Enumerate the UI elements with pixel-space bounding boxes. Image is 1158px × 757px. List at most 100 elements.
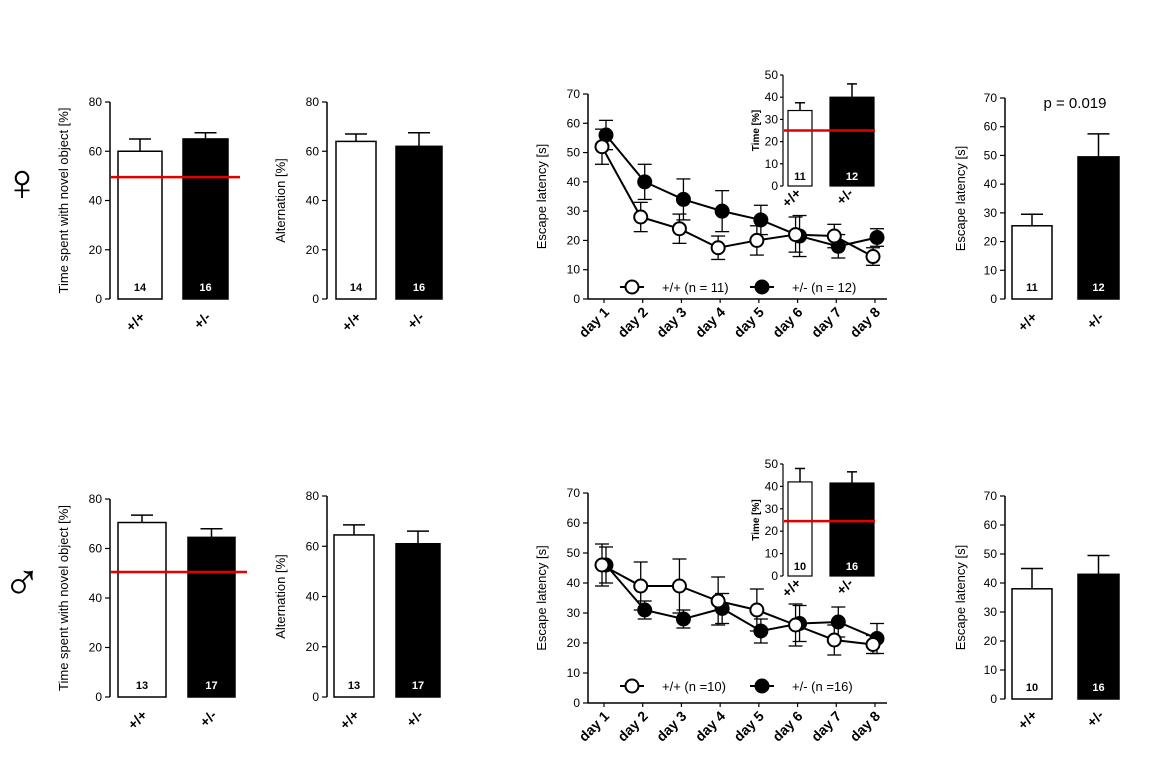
y-tick-label: 0	[990, 692, 997, 706]
y-tick-label: 30	[984, 206, 998, 220]
y-tick-label: 40	[765, 479, 779, 493]
bar-het	[1077, 156, 1120, 300]
n-label: 11	[794, 171, 806, 183]
category-label: +/-	[404, 309, 427, 332]
y-tick-label: 70	[984, 91, 998, 105]
data-point-wt	[826, 228, 842, 244]
bar-het	[395, 542, 441, 698]
inset-chart: 0 10 20 30 40 50 11 12 +/+ +/- Time [%]	[751, 68, 875, 210]
x-tick-label: day 1	[575, 708, 612, 745]
panel-H: 0 10 20 30 40 50 60 70 10 16 +/+ +/- Escape latency …	[953, 489, 1120, 732]
data-point-wt	[788, 227, 804, 243]
bar-wt	[117, 150, 163, 300]
n-label: 16	[846, 561, 858, 573]
bar-wt	[117, 521, 167, 698]
p-value-annotation: p = 0.019	[1044, 95, 1107, 112]
data-point-wt	[865, 637, 881, 652]
y-tick-label: 60	[567, 116, 581, 130]
y-tick-label: 50	[984, 148, 998, 162]
y-tick-label: 30	[567, 606, 581, 620]
category-label: +/-	[833, 185, 856, 208]
y-tick-label: 40	[306, 590, 320, 604]
y-tick-label: 10	[984, 663, 998, 677]
data-point-wt	[749, 602, 765, 618]
n-label: 14	[350, 282, 363, 294]
y-tick-label: 80	[89, 492, 103, 506]
female-symbol: ♀	[3, 154, 42, 212]
y-tick-label: 20	[984, 634, 998, 648]
y-tick-label: 30	[984, 605, 998, 619]
y-tick-label: 30	[567, 204, 581, 218]
category-label: +/+	[122, 309, 148, 335]
y-tick-label: 0	[990, 292, 997, 306]
y-tick-label: 20	[89, 243, 103, 257]
y-tick-label: 20	[765, 135, 779, 149]
data-point-het	[869, 230, 885, 245]
y-tick-label: 0	[771, 569, 778, 583]
n-label: 12	[846, 171, 858, 183]
data-point-wt	[710, 240, 726, 256]
y-tick-label: 20	[306, 243, 320, 257]
legend-marker	[754, 279, 770, 295]
inset-chart: 0 10 20 30 40 50 10 16 +/+ +/- Time [%]	[751, 457, 875, 600]
category-label: +/+	[778, 575, 804, 601]
y-tick-label: 20	[567, 233, 581, 247]
n-label: 16	[199, 282, 211, 294]
category-label: +/-	[403, 707, 426, 730]
panel-B: 0 20 40 60 80 13 17 +/+ +/- Time spent with novel…	[56, 492, 247, 732]
legend-label: +/+ (n = 11)	[662, 280, 729, 295]
bar-het	[829, 96, 875, 187]
y-tick-label: 40	[567, 175, 581, 189]
data-point-wt	[633, 209, 649, 225]
y-tick-label: 0	[312, 292, 319, 306]
bar-het	[395, 145, 443, 300]
category-label: +/-	[190, 309, 213, 332]
y-tick-label: 20	[984, 235, 998, 249]
y-tick-label: 40	[984, 576, 998, 590]
inset-y-axis-label: Time [%]	[751, 499, 762, 541]
panel-C: 0 20 40 60 80 14 16 +/+ +/- Alternation [%]	[273, 95, 443, 335]
n-label: 16	[1092, 682, 1104, 694]
y-tick-label: 20	[306, 640, 320, 654]
data-point-het	[714, 203, 730, 219]
y-tick-label: 0	[771, 179, 778, 193]
data-point-wt	[594, 557, 610, 573]
x-tick-label: day 5	[730, 708, 767, 745]
data-point-het	[675, 191, 691, 207]
data-point-wt	[633, 578, 649, 594]
x-tick-label: day 4	[692, 304, 729, 341]
bar-wt	[333, 534, 375, 698]
category-label: +/+	[338, 309, 364, 335]
y-tick-label: 80	[306, 95, 320, 109]
y-tick-label: 60	[984, 518, 998, 532]
y-tick-label: 70	[567, 486, 581, 500]
y-tick-label: 60	[567, 516, 581, 530]
y-axis-label: Escape latency [s]	[953, 146, 968, 252]
y-tick-label: 20	[89, 641, 103, 655]
y-axis-label: Time spent with novel object [%]	[56, 505, 71, 691]
panel-A: 0 20 40 60 80 14 16 +/+ +/- Time spent with novel…	[56, 95, 240, 334]
y-tick-label: 10	[567, 666, 581, 680]
y-tick-label: 60	[306, 144, 320, 158]
category-label: +/-	[1083, 707, 1106, 730]
n-label: 17	[205, 680, 217, 692]
x-tick-label: day 7	[808, 304, 845, 341]
x-tick-label: day 2	[614, 304, 651, 341]
category-label: +/+	[124, 707, 150, 733]
y-tick-label: 0	[312, 690, 319, 704]
y-tick-label: 80	[306, 489, 320, 503]
legend-label: +/- (n =16)	[792, 679, 853, 694]
y-tick-label: 0	[95, 690, 102, 704]
y-tick-label: 20	[765, 524, 779, 538]
panel-E: 0 10 20 30 40 50 60 70 day 1 day 2 day 3 day 4 day 5…	[534, 68, 887, 340]
panel-F: 0 10 20 30 40 50 60 70 day 1 day 2 day 3 day 4 day 5…	[534, 457, 887, 744]
bar-het	[187, 536, 236, 698]
y-axis-label: Alternation [%]	[273, 554, 288, 639]
y-tick-label: 60	[89, 144, 103, 158]
legend-label: +/+ (n =10)	[662, 679, 726, 694]
y-tick-label: 60	[89, 542, 103, 556]
y-tick-label: 30	[765, 112, 779, 126]
x-tick-label: day 4	[692, 708, 729, 745]
y-tick-label: 50	[567, 546, 581, 560]
